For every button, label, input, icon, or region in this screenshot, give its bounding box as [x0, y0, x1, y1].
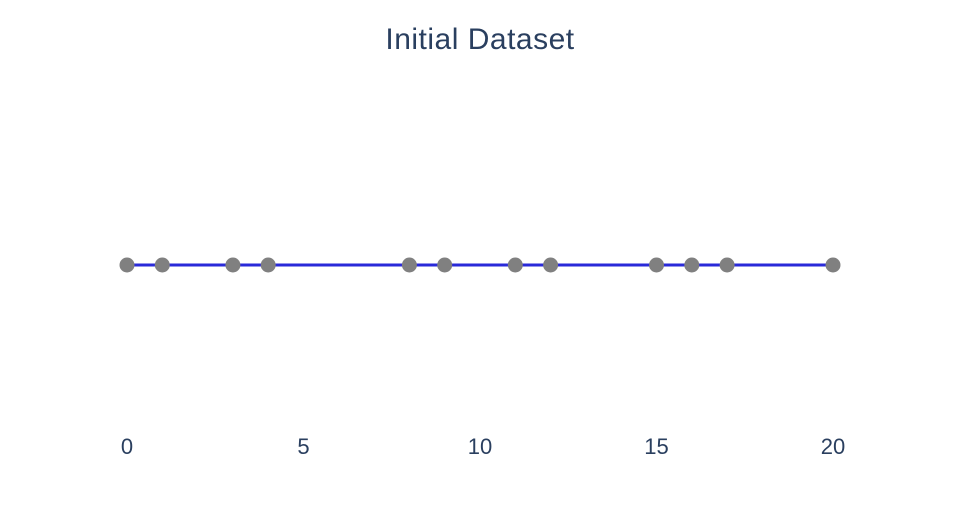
- chart-title: Initial Dataset: [385, 23, 575, 56]
- data-point-marker: [401, 257, 417, 273]
- data-point-marker: [507, 257, 523, 273]
- data-point-marker: [719, 257, 735, 273]
- data-point-marker: [649, 257, 664, 273]
- data-point-marker: [437, 257, 453, 273]
- data-point-marker: [225, 257, 241, 273]
- data-point-marker: [260, 257, 276, 273]
- data-point-marker: [825, 257, 841, 273]
- data-point-marker: [684, 257, 700, 273]
- data-point-marker: [543, 257, 559, 273]
- data-point-marker: [119, 257, 135, 273]
- data-point-marker: [154, 257, 170, 273]
